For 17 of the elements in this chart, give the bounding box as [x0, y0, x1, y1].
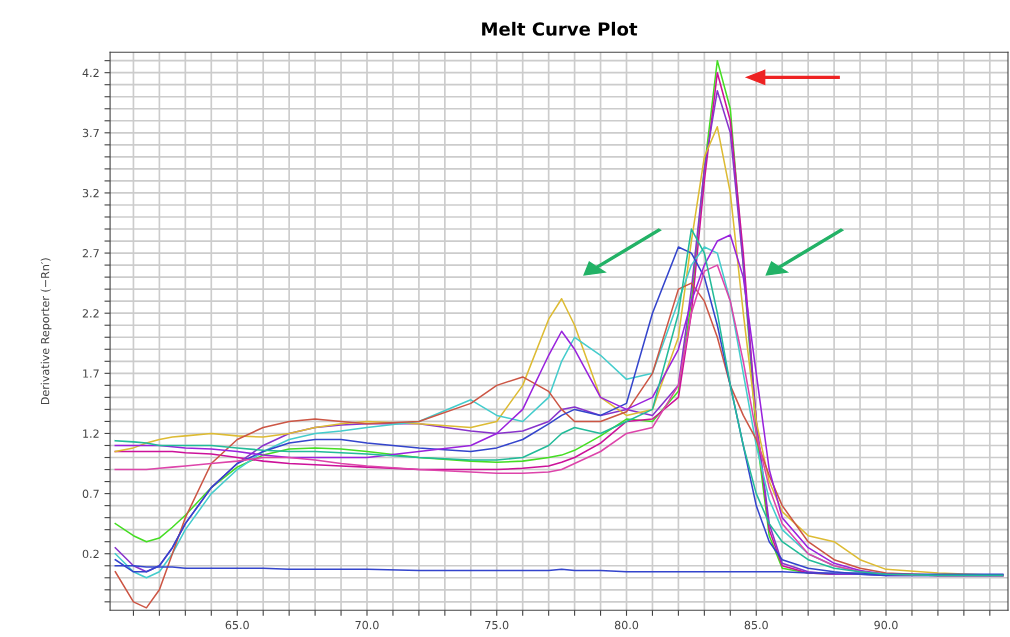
x-tick-label: 75.0 [485, 620, 509, 630]
y-tick-label: 0.2 [82, 549, 99, 559]
y-axis-title: Derivative Reporter (−Rn′) [40, 258, 52, 405]
y-tick-label: 1.7 [83, 369, 99, 378]
y-tick-label: 4.2 [82, 68, 99, 77]
y-tick-label: 3.2 [82, 188, 99, 198]
y-tick-label: 2.2 [82, 309, 99, 318]
chart-title: Melt Curve Plot [482, 21, 638, 36]
x-tick-label: 70.0 [355, 620, 379, 630]
y-tick-label: 1.2 [83, 429, 99, 438]
y-tick-label: 3.7 [82, 128, 99, 138]
x-tick-label: 90.0 [874, 620, 898, 630]
x-tick-label: 65.0 [225, 620, 249, 630]
x-tick-label: 85.0 [744, 620, 768, 630]
y-tick-label: 2.7 [82, 249, 99, 258]
y-tick-label: 0.7 [82, 489, 99, 498]
x-tick-label: 80.0 [614, 620, 639, 630]
